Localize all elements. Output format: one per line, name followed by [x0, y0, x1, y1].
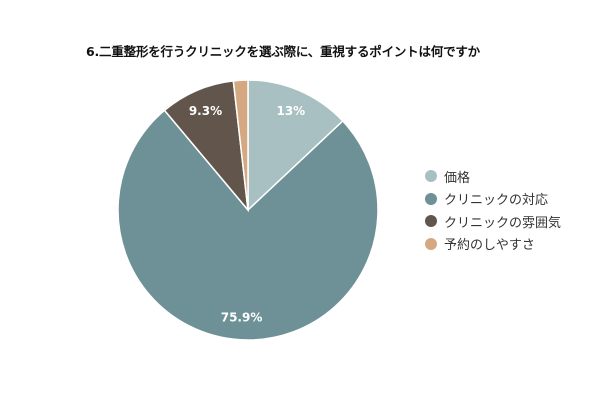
legend-label-3: 予約のしやすさ: [444, 238, 535, 254]
slice-label-1: 75.9%: [221, 311, 263, 325]
legend-item-1: クリニックの対応: [425, 188, 561, 211]
legend-swatch-3: [425, 237, 437, 250]
chart-title: 6.二重整形を行うクリニックを選ぶ際に、重視するポイントは何ですか: [86, 44, 480, 59]
legend-swatch-1: [425, 192, 437, 205]
pie-slice-0: [247, 79, 344, 212]
legend-swatch-0: [425, 170, 437, 183]
pie-slice-3: [232, 79, 249, 211]
legend-item-2: クリニックの雰囲気: [425, 210, 561, 233]
legend-label-2: クリニックの雰囲気: [444, 215, 562, 231]
slice-label-2: 9.3%: [189, 104, 222, 118]
legend-item-3: 予約のしやすさ: [425, 233, 561, 256]
legend-item-0: 価格: [425, 165, 561, 188]
pie-slice-1: [117, 109, 379, 341]
legend-label-0: 価格: [444, 170, 471, 186]
legend-label-1: クリニックの対応: [444, 193, 549, 209]
legend-swatch-2: [425, 215, 437, 228]
legend: 価格クリニックの対応 クリニックの雰囲気 予約のしやすさ: [425, 165, 561, 255]
slice-label-0: 13%: [276, 104, 305, 118]
